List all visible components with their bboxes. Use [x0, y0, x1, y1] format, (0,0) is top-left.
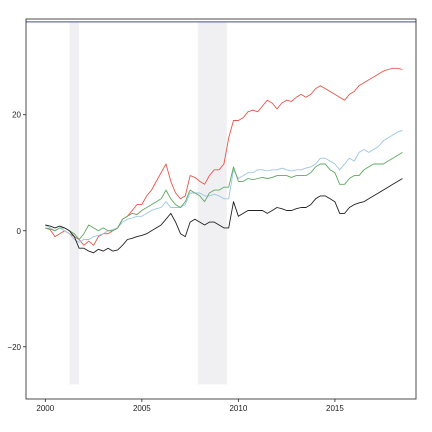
shaded-region-2	[197, 21, 227, 385]
x-tick-label: 2010	[229, 404, 247, 413]
y-tick-label: 0	[17, 227, 22, 236]
y-axis: −20 0 20	[7, 111, 26, 352]
y-tick-label: 20	[12, 111, 21, 120]
y-tick-label: −20	[7, 343, 21, 352]
series-line-4	[45, 178, 403, 254]
shaded-regions	[69, 21, 227, 385]
series-line-2	[45, 129, 403, 243]
shaded-region-1	[69, 21, 80, 385]
x-axis: 2000 2005 2010 2015	[36, 399, 344, 413]
plot-panel	[25, 18, 417, 400]
series-lines	[45, 67, 403, 254]
x-tick-label: 2005	[133, 404, 151, 413]
x-tick-label: 2000	[36, 404, 54, 413]
x-tick-label: 2015	[326, 404, 344, 413]
series-line-1	[45, 67, 403, 246]
series-line-3	[45, 152, 403, 240]
